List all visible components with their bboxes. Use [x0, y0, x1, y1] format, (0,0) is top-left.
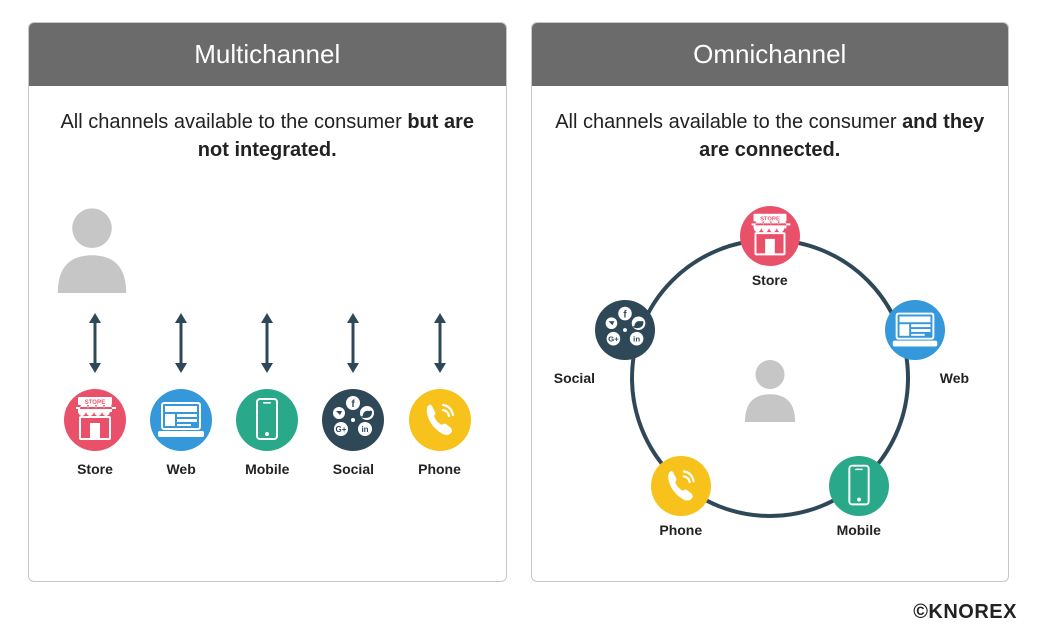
omnichannel-title: Omnichannel	[532, 23, 1009, 86]
social-icon	[322, 389, 384, 451]
infographic-container: Multichannel All channels available to t…	[0, 0, 1037, 582]
omnichannel-panel: Omnichannel All channels available to th…	[531, 22, 1010, 582]
phone-label: Phone	[659, 522, 702, 538]
channel-store: Store	[53, 389, 137, 477]
multichannel-panel: Multichannel All channels available to t…	[28, 22, 507, 582]
store-icon	[740, 206, 800, 266]
omni-channel-mobile: Mobile	[814, 456, 904, 538]
channel-social: Social	[311, 389, 395, 477]
multichannel-diagram: Store Web Mobile	[47, 182, 488, 562]
phone-icon	[409, 389, 471, 451]
web-label: Web	[166, 461, 195, 477]
omnichannel-description: All channels available to the consumer a…	[550, 108, 991, 164]
phone-label: Phone	[418, 461, 461, 477]
arrows-row	[47, 311, 488, 375]
mobile-label: Mobile	[245, 461, 289, 477]
arrow-icon	[343, 311, 363, 375]
arrow-icon	[171, 311, 191, 375]
channel-phone: Phone	[398, 389, 482, 477]
user-icon	[47, 198, 137, 298]
omni-channel-phone: Phone	[636, 456, 726, 538]
copyright-text: ©KNOREX	[913, 601, 1017, 624]
omnichannel-body: All channels available to the consumer a…	[532, 86, 1009, 574]
multichannel-title: Multichannel	[29, 23, 506, 86]
store-label: Store	[752, 272, 788, 288]
web-icon	[150, 389, 212, 451]
user-icon	[737, 352, 803, 426]
arrow-icon	[257, 311, 277, 375]
channels-row: Store Web Mobile	[47, 389, 488, 477]
web-label: Web	[940, 370, 969, 386]
omni-channel-web	[870, 300, 960, 360]
desc-text: All channels available to the consumer	[555, 111, 902, 133]
web-icon	[885, 300, 945, 360]
desc-text: All channels available to the consumer	[60, 111, 407, 133]
omnichannel-diagram: Store Web Mobile	[550, 174, 991, 574]
social-icon	[595, 300, 655, 360]
phone-icon	[651, 456, 711, 516]
channel-web: Web	[139, 389, 223, 477]
omni-channel-store: Store	[725, 206, 815, 288]
arrow-icon	[85, 311, 105, 375]
multichannel-description: All channels available to the consumer b…	[47, 108, 488, 164]
arrow-icon	[430, 311, 450, 375]
store-label: Store	[77, 461, 113, 477]
mobile-icon	[829, 456, 889, 516]
multichannel-body: All channels available to the consumer b…	[29, 86, 506, 562]
store-icon	[64, 389, 126, 451]
omni-channel-social	[580, 300, 670, 360]
channel-mobile: Mobile	[225, 389, 309, 477]
social-label: Social	[333, 461, 374, 477]
mobile-label: Mobile	[837, 522, 881, 538]
mobile-icon	[236, 389, 298, 451]
social-label: Social	[554, 370, 595, 386]
